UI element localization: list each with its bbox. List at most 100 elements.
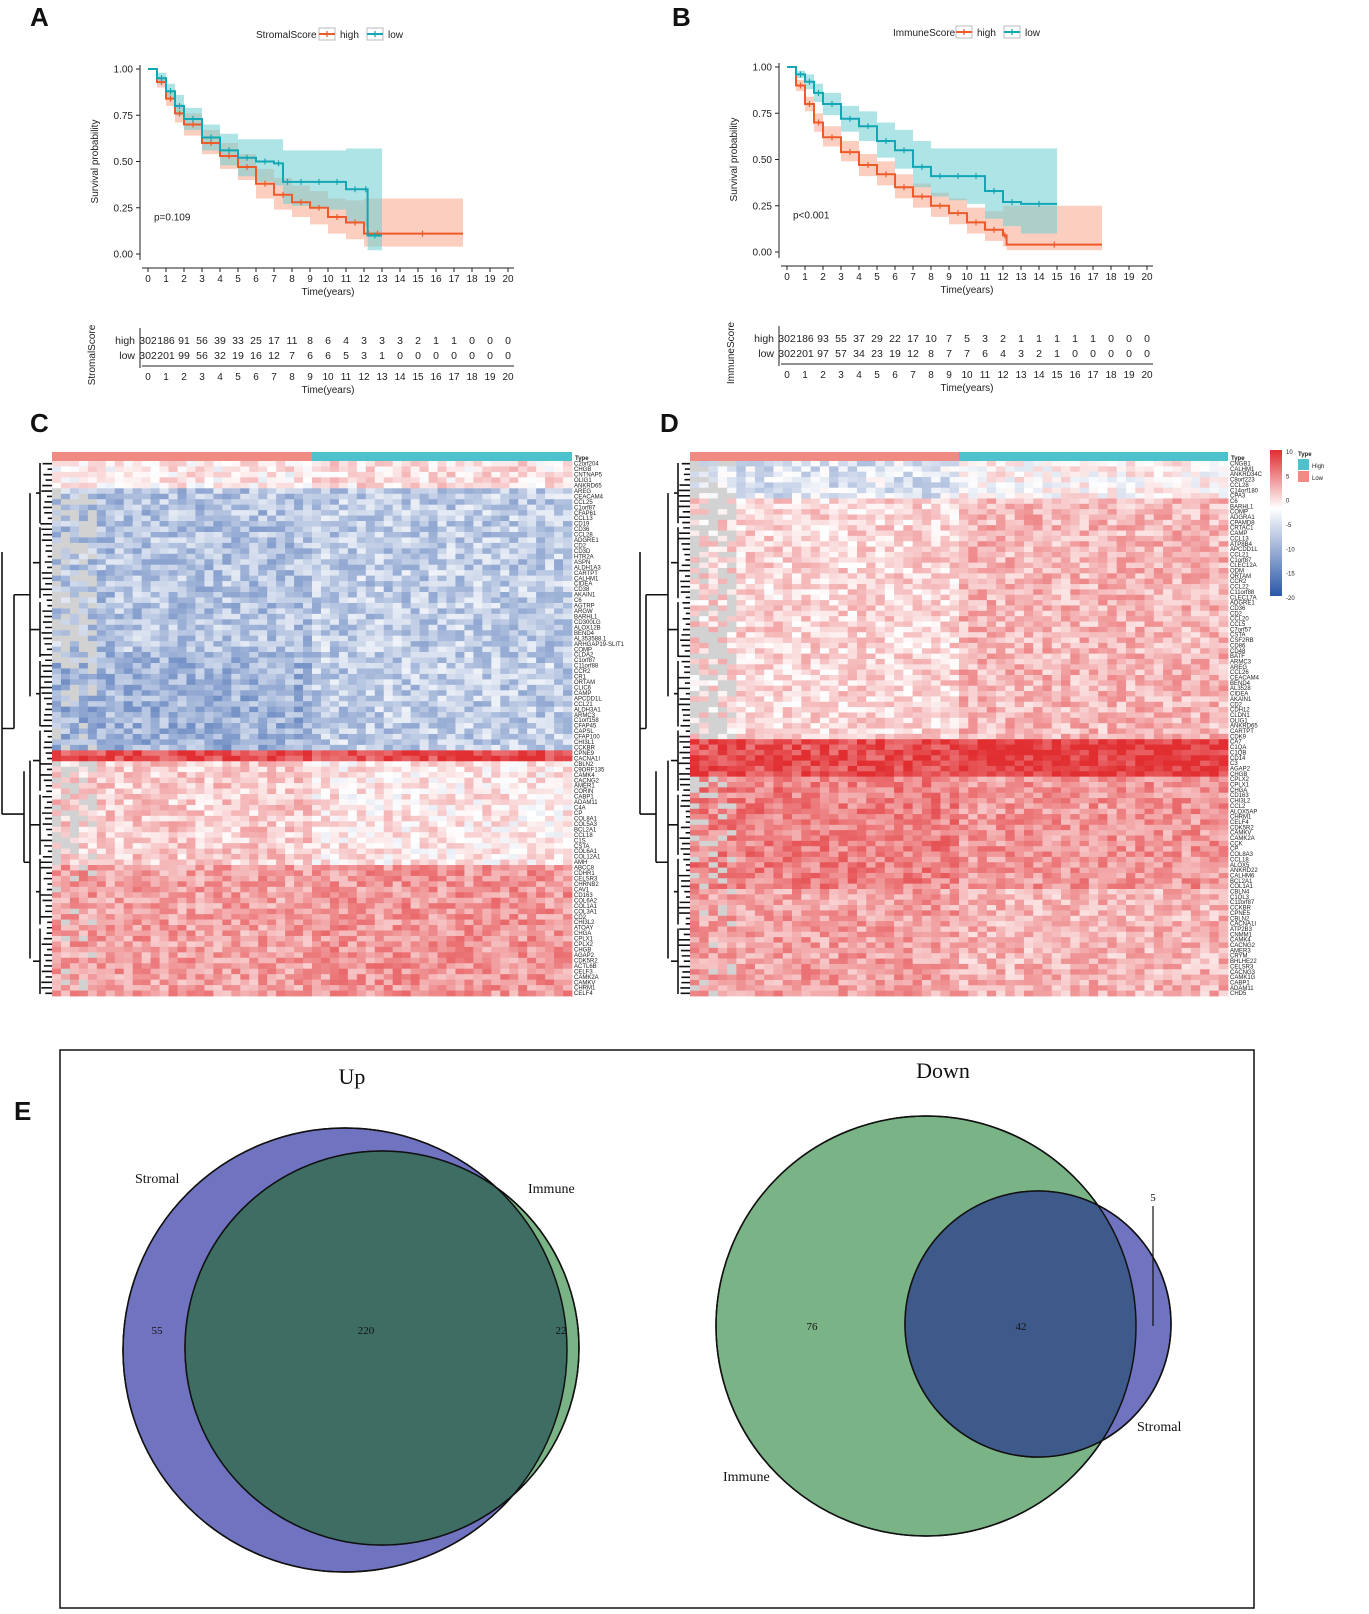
heat-cell xyxy=(69,761,80,768)
heat-cell xyxy=(96,701,107,708)
heat-cell xyxy=(231,733,241,740)
heat-cell xyxy=(419,592,429,598)
heat-cell xyxy=(446,526,456,533)
heat-cell xyxy=(383,750,394,757)
heat-cell xyxy=(249,510,259,516)
heat-cell xyxy=(123,717,134,724)
heat-cell xyxy=(482,723,492,729)
heat-cell xyxy=(320,602,331,609)
heat-cell xyxy=(258,881,268,888)
heat-cell xyxy=(258,755,268,762)
heat-cell xyxy=(294,493,304,500)
heat-cell xyxy=(159,613,169,620)
heat-cell xyxy=(123,504,134,511)
heat-cell xyxy=(347,761,358,768)
heat-cell xyxy=(491,542,501,549)
heat-cell xyxy=(383,832,394,839)
heat-cell xyxy=(294,832,304,839)
heat-cell xyxy=(365,733,376,740)
heat-cell xyxy=(428,881,438,888)
heat-cell xyxy=(554,471,564,478)
heat-cell xyxy=(123,646,134,653)
heat-cell xyxy=(509,684,519,691)
heat-cell xyxy=(374,843,385,849)
heat-cell xyxy=(177,652,187,658)
heat-cell xyxy=(356,701,367,708)
heat-cell xyxy=(60,548,71,555)
heat-cell xyxy=(276,668,286,675)
heat-cell xyxy=(491,597,501,604)
heat-cell xyxy=(168,739,178,746)
heat-cell xyxy=(168,602,178,609)
heat-cell xyxy=(356,864,367,871)
heat-cell xyxy=(141,744,152,751)
heat-cell xyxy=(428,875,438,882)
heat-cell xyxy=(186,843,196,849)
heat-cell xyxy=(437,717,447,724)
heat-cell xyxy=(329,515,340,522)
heat-cell xyxy=(356,608,367,615)
heat-cell xyxy=(509,744,519,751)
heat-cell xyxy=(437,641,447,648)
heat-cell xyxy=(428,537,438,544)
heat-cell xyxy=(204,821,214,828)
heat-cell xyxy=(249,772,259,779)
heat-cell xyxy=(401,843,412,849)
heat-cell xyxy=(141,843,152,849)
heat-cell xyxy=(132,733,143,740)
heat-cell xyxy=(374,679,385,686)
risk-x-tick-label: 19 xyxy=(484,372,496,383)
heat-cell xyxy=(186,482,196,489)
heat-cell xyxy=(527,652,537,658)
heat-cell xyxy=(500,493,510,500)
heat-cell xyxy=(419,755,429,762)
heat-cell xyxy=(563,733,573,740)
heat-cell xyxy=(52,635,62,642)
heat-cell xyxy=(186,690,196,697)
heat-cell xyxy=(419,750,429,757)
heat-cell xyxy=(491,657,501,664)
heat-cell xyxy=(419,608,429,615)
heat-cell xyxy=(392,799,403,806)
heat-cell xyxy=(419,892,429,899)
heat-cell xyxy=(527,744,537,751)
heat-cell xyxy=(231,657,241,664)
heat-cell xyxy=(114,859,125,866)
heat-cell xyxy=(195,531,205,538)
heat-cell xyxy=(114,575,125,582)
heat-cell xyxy=(464,597,474,604)
heat-cell xyxy=(473,542,483,549)
heat-cell xyxy=(374,701,385,708)
heat-cell xyxy=(186,744,196,751)
heat-cell xyxy=(491,679,501,686)
heat-cell xyxy=(509,652,519,658)
heat-cell xyxy=(563,761,573,768)
heat-cell xyxy=(294,553,304,560)
heat-cell xyxy=(491,843,501,849)
heat-cell xyxy=(455,499,465,506)
heat-cell xyxy=(96,679,107,686)
x-tick-label: 10 xyxy=(961,272,973,283)
heat-cell xyxy=(60,657,71,664)
heat-cell xyxy=(536,515,546,522)
heat-cell xyxy=(401,875,412,882)
heat-cell xyxy=(78,821,89,828)
heat-cell xyxy=(294,892,304,899)
heat-cell xyxy=(464,859,474,866)
heat-cell xyxy=(258,662,268,669)
heat-cell xyxy=(195,510,205,516)
heat-cell xyxy=(446,624,456,631)
heat-cell xyxy=(527,488,537,495)
heat-cell xyxy=(446,679,456,686)
heat-cell xyxy=(231,641,241,648)
heat-cell xyxy=(204,608,214,615)
heat-cell xyxy=(96,892,107,899)
heat-cell xyxy=(491,570,501,577)
heat-cell xyxy=(554,499,564,506)
heat-cell xyxy=(356,477,367,484)
heat-cell xyxy=(428,728,438,735)
heat-cell xyxy=(186,597,196,604)
heat-cell xyxy=(168,526,178,533)
heat-cell xyxy=(177,881,187,888)
heat-cell xyxy=(392,783,403,789)
